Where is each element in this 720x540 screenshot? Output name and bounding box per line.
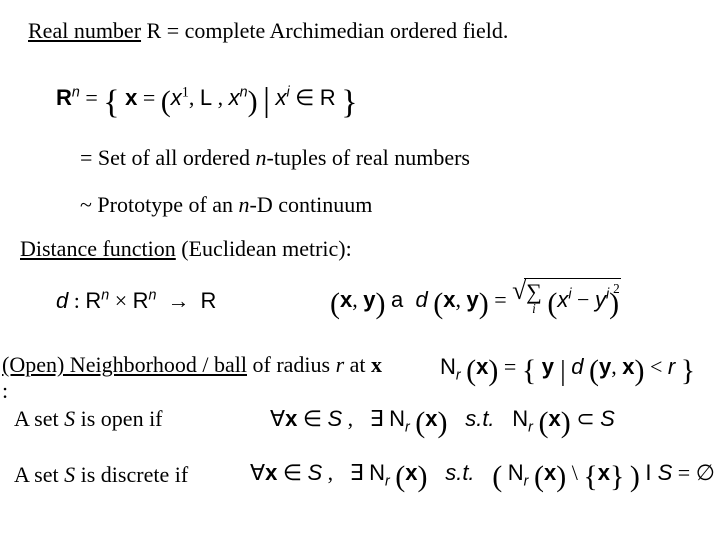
rparen1: ) (248, 85, 258, 118)
open-x: x (371, 352, 382, 377)
maps-a: a (391, 287, 409, 312)
open-set-1: A set (14, 406, 64, 431)
real-r-symbol: R (147, 18, 167, 43)
sup1: 1 (182, 85, 189, 101)
colon: : (2, 378, 8, 404)
open-r: r (336, 352, 345, 377)
open-mid: of radius (253, 352, 336, 377)
proto-n: n (239, 192, 250, 217)
rbrace: } (341, 84, 357, 121)
d-sym: d (56, 288, 68, 313)
rn-superscript: n (72, 85, 80, 101)
real-number-definition: = complete Archimedian ordered field. (167, 18, 509, 43)
open-at: at (344, 352, 371, 377)
forall1: ∀ (270, 406, 285, 431)
d-rn2: R (133, 288, 149, 313)
dr: ) (376, 287, 386, 320)
disc-set-S: S (64, 462, 75, 487)
rn-x: x (125, 85, 137, 110)
dl: ( (330, 287, 340, 320)
disc-set-1: A set (14, 462, 64, 487)
rn-xi: x (275, 85, 286, 110)
forall2: ∀ (250, 460, 265, 485)
d-rn1: R (85, 288, 101, 313)
distance-suffix: (Euclidean metric): (176, 236, 352, 261)
rn-L: L (200, 85, 212, 110)
proto-prefix: ~ Prototype of an (80, 192, 239, 217)
nr: N (440, 354, 456, 379)
supn: n (240, 85, 248, 101)
sqrt: √ ∑i (xi − yi) (512, 278, 621, 319)
proto-suffix: -D continuum (250, 192, 373, 217)
distance-label: Distance function (20, 236, 176, 261)
open-label: (Open) Neighborhood / ball (2, 352, 247, 377)
comma1: , (189, 85, 200, 110)
d-eq: = (494, 287, 512, 312)
ntuple-prefix: = Set of all ordered (80, 145, 256, 170)
rn-eq2: = (143, 85, 161, 110)
ntuple-suffix: -tuples of real numbers (267, 145, 470, 170)
open-set-S: S (64, 406, 75, 431)
rn-xn: x (229, 85, 240, 110)
real-number-label: Real number (28, 18, 141, 43)
rn-x1: x (171, 85, 182, 110)
rn-symbol: R (56, 85, 72, 110)
d-arrow: → (162, 288, 201, 313)
rn-equals: = (85, 85, 103, 110)
d-times: × (115, 288, 133, 313)
d-colon: : (74, 288, 86, 313)
comma2: , (212, 85, 229, 110)
ntuple-n: n (256, 145, 267, 170)
vbar: | (263, 82, 270, 119)
disc-set-2: is discrete if (75, 462, 188, 487)
rn-R2: R (320, 85, 336, 110)
d-R: R (200, 288, 216, 313)
in1: ∈ (295, 85, 320, 110)
lbrace: { (103, 84, 119, 121)
d-fn: d (409, 287, 427, 312)
open-set-2: is open if (75, 406, 162, 431)
lparen1: ( (161, 85, 171, 118)
supi: i (286, 85, 289, 101)
